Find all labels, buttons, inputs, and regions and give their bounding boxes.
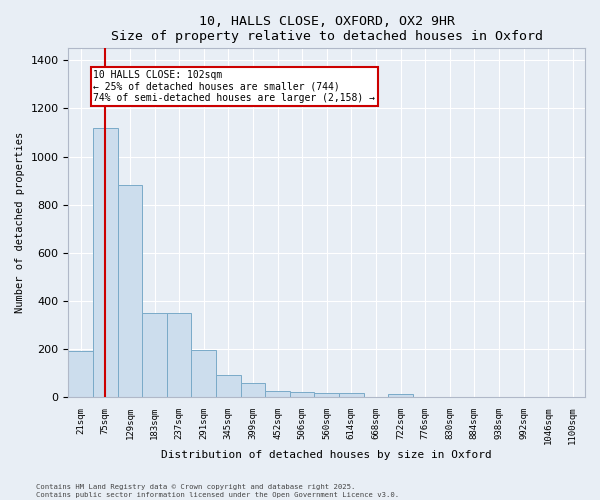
Bar bbox=[118, 186, 142, 397]
Title: 10, HALLS CLOSE, OXFORD, OX2 9HR
Size of property relative to detached houses in: 10, HALLS CLOSE, OXFORD, OX2 9HR Size of… bbox=[111, 15, 543, 43]
Bar bbox=[314, 394, 339, 397]
X-axis label: Distribution of detached houses by size in Oxford: Distribution of detached houses by size … bbox=[161, 450, 492, 460]
Bar bbox=[290, 392, 314, 397]
Bar bbox=[339, 394, 364, 397]
Y-axis label: Number of detached properties: Number of detached properties bbox=[15, 132, 25, 314]
Bar bbox=[388, 394, 413, 397]
Bar bbox=[265, 391, 290, 397]
Bar bbox=[167, 313, 191, 397]
Bar bbox=[216, 376, 241, 397]
Bar bbox=[93, 128, 118, 397]
Bar bbox=[191, 350, 216, 397]
Text: Contains HM Land Registry data © Crown copyright and database right 2025.
Contai: Contains HM Land Registry data © Crown c… bbox=[36, 484, 399, 498]
Bar bbox=[241, 384, 265, 397]
Text: 10 HALLS CLOSE: 102sqm
← 25% of detached houses are smaller (744)
74% of semi-de: 10 HALLS CLOSE: 102sqm ← 25% of detached… bbox=[94, 70, 376, 103]
Bar bbox=[68, 350, 93, 397]
Bar bbox=[142, 313, 167, 397]
